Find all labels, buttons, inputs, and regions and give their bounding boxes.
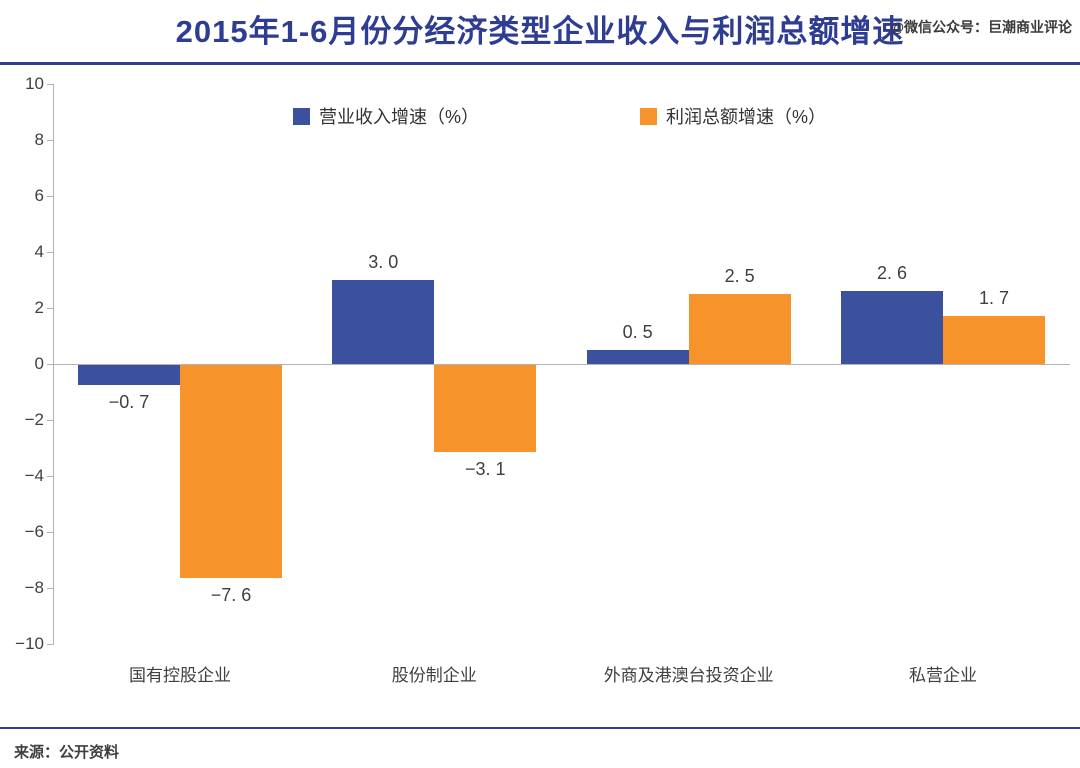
y-tick-mark (47, 252, 54, 253)
y-tick-label: 2 (34, 298, 44, 317)
bar-value-label-profit-0: −7. 6 (210, 584, 252, 605)
y-tick-label: 10 (25, 74, 44, 93)
title-divider (0, 62, 1080, 65)
footer-divider (0, 727, 1080, 729)
y-tick-label: −6 (24, 522, 44, 541)
y-tick-mark (47, 308, 54, 309)
source-label: 来源：公开资料 (14, 744, 120, 761)
bar-value-label-revenue-1: 3. 0 (368, 252, 399, 272)
y-tick-mark (47, 532, 54, 533)
y-tick-label: −10 (15, 634, 44, 653)
y-tick-mark (47, 476, 54, 477)
x-axis-label-2: 外商及港澳台投资企业 (603, 666, 774, 685)
y-tick-label: 0 (34, 354, 44, 373)
legend-swatch-revenue-icon (293, 107, 310, 125)
y-tick-mark (47, 196, 54, 197)
zero-baseline (54, 364, 1070, 365)
bar-profit-0 (180, 365, 282, 578)
watermark: @微信公众号：巨潮商业评论 (890, 19, 1072, 35)
y-tick-label: 8 (34, 130, 44, 149)
legend-item-revenue: 营业收入增速（%） (293, 103, 479, 129)
y-tick-mark (47, 140, 54, 141)
x-axis-label-3: 私营企业 (909, 666, 977, 685)
y-tick-label: 4 (34, 242, 44, 261)
x-axis-label-1: 股份制企业 (391, 666, 477, 685)
y-axis-line (53, 84, 54, 644)
bar-value-label-revenue-3: 2. 6 (876, 263, 908, 284)
page-title: 2015年1-6月份分经济类型企业收入与利润总额增速 (175, 14, 905, 49)
bar-revenue-2 (586, 350, 689, 364)
y-tick-label: 6 (34, 186, 44, 205)
y-tick-mark (47, 588, 54, 589)
legend-swatch-profit-icon (640, 107, 657, 125)
legend-label-profit: 利润总额增速（%） (666, 107, 827, 127)
bar-value-label-profit-3: 1. 7 (978, 288, 1010, 309)
y-tick-label: −2 (24, 410, 44, 429)
legend-item-profit: 利润总额增速（%） (640, 103, 826, 129)
bar-value-label-revenue-0: −0. 7 (108, 391, 150, 412)
bar-value-label-revenue-2: 0. 5 (622, 322, 653, 342)
y-tick-label: −4 (24, 466, 44, 485)
bar-revenue-3 (841, 291, 943, 364)
x-axis-label-0: 国有控股企业 (129, 666, 231, 685)
bar-profit-3 (943, 316, 1045, 364)
legend-label-revenue: 营业收入增速（%） (319, 107, 480, 127)
y-tick-mark (47, 644, 54, 645)
bar-profit-2 (688, 294, 791, 364)
y-tick-mark (47, 420, 54, 421)
y-tick-mark (47, 84, 54, 85)
bar-revenue-0 (78, 365, 180, 385)
bar-revenue-1 (332, 280, 435, 364)
y-tick-label: −8 (24, 578, 44, 597)
bar-profit-1 (434, 365, 537, 452)
y-tick-mark (47, 364, 54, 365)
bar-value-label-profit-1: −3. 1 (465, 458, 506, 479)
bar-value-label-profit-2: 2. 5 (724, 266, 755, 286)
